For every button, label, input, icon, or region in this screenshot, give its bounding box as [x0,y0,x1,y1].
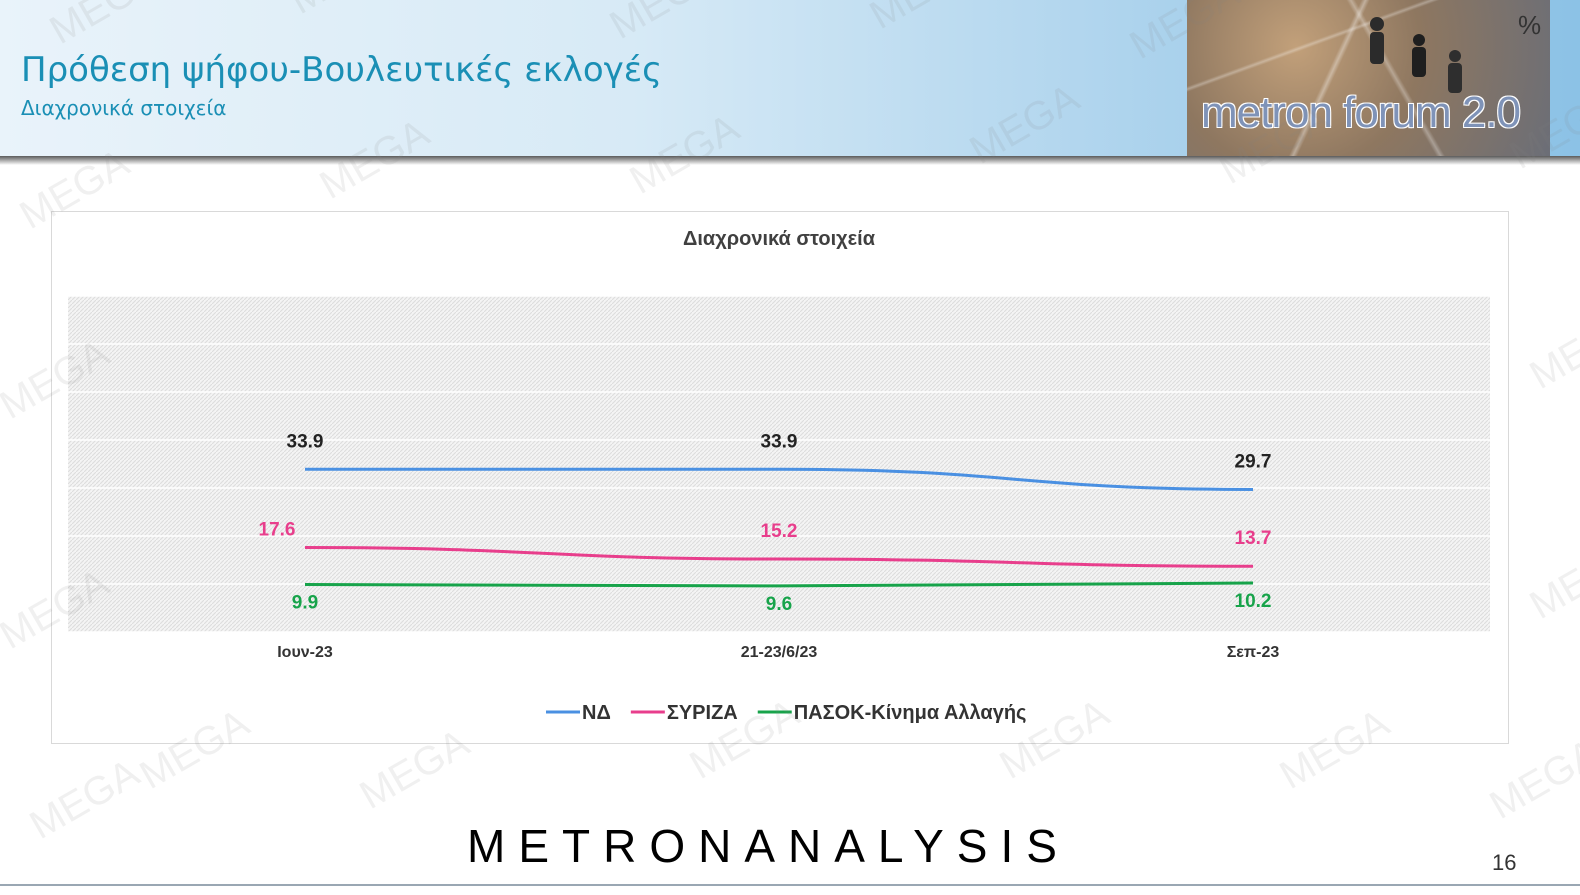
series-line-0 [304,467,1254,491]
chart-container: Διαχρονικά στοιχεία 33.9 33.9 29.7 17.6 15.2… [51,211,1509,744]
data-label: 33.9 [761,431,798,452]
data-label: 33.9 [287,431,324,452]
line-chart: Διαχρονικά στοιχεία 33.9 33.9 29.7 17.6 15.2… [68,228,1490,724]
metron-forum-logo-text: metron forum 2.0 [1201,88,1521,137]
slide-header: Πρόθεση ψήφου-Βουλευτικές εκλογές Διαχρο… [0,0,1580,158]
watermark-text: MEGA [1523,531,1580,628]
brand-analysis-text: ANALYSIS [744,820,1070,870]
slide-title: Πρόθεση ψήφου-Βουλευτικές εκλογές [21,50,663,90]
x-tick-label: Σεπ-23 [1227,644,1280,661]
series-line-1 [304,546,1254,568]
legend-item: ΣΥΡΙΖΑ [667,702,738,724]
data-label: 13.7 [1235,528,1272,549]
chart-legend: ΝΔ ΣΥΡΙΖΑ ΠΑΣΟΚ-Κίνημα Αλλαγής [546,702,1026,724]
plot-area [68,296,1490,632]
watermark-text: MEGA [1523,301,1580,398]
data-labels-layer: 33.9 33.9 29.7 17.6 15.2 13.7 9.9 9.6 10.2 [259,431,1272,615]
data-label: 9.6 [766,594,792,615]
header-divider [0,156,1580,165]
data-label: 17.6 [259,520,296,541]
footer-divider [0,884,1580,886]
x-tick-label: 21-23/6/23 [741,644,818,661]
x-axis-ticks: Ιουν-23 21-23/6/23 Σεπ-23 [277,644,1279,661]
brand-metron-text: METRON [467,820,744,870]
x-tick-label: Ιουν-23 [277,644,333,661]
page-number: 16 [1492,850,1517,875]
series-line-2 [304,581,1254,588]
data-label: 10.2 [1235,591,1272,612]
chart-title: Διαχρονικά στοιχεία [683,228,876,250]
data-label: 29.7 [1235,451,1272,472]
data-label: 15.2 [761,521,798,542]
people-figures-icon [1370,17,1462,93]
watermark-text: MEGA [1483,731,1580,828]
metron-analysis-logo: METRONANALYSIS [467,820,1070,870]
series-layer [304,467,1254,588]
watermark-text: MEGA [23,751,147,848]
slide-subtitle: Διαχρονικά στοιχεία [21,96,227,120]
metron-forum-logo: metron forum 2.0 [1187,0,1550,156]
data-label: 9.9 [292,592,318,613]
legend-item: ΝΔ [582,702,611,724]
unit-percent-label: % [1518,10,1542,40]
svg-text:METRONANALYSIS: METRONANALYSIS [467,820,1070,870]
legend-item: ΠΑΣΟΚ-Κίνημα Αλλαγής [794,702,1027,724]
